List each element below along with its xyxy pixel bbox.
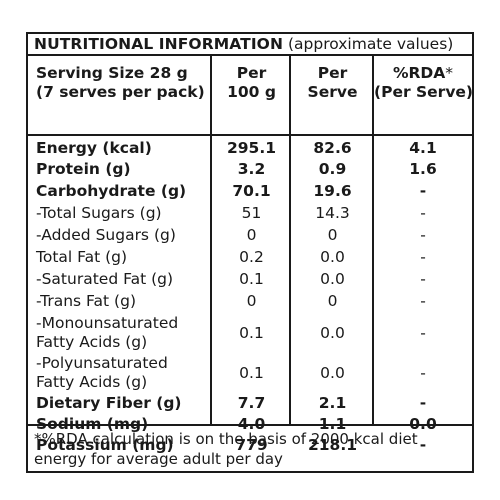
nutrient-label: Potassium (mg)	[36, 436, 174, 454]
per-serve-value: 0	[327, 292, 338, 310]
nutrient-label: Protein (g)	[36, 160, 131, 178]
per-100g-value: 70.1	[232, 182, 271, 200]
nutrient-row: Energy (kcal) 295.1 82.6 4.1	[28, 139, 472, 160]
rda-value: -	[420, 324, 426, 342]
panel-title-sub: (approximate values)	[283, 35, 454, 53]
rda-value: -	[420, 364, 426, 382]
header-per-serve: Per Serve	[291, 56, 374, 136]
per-100g-value: 0.1	[239, 324, 264, 342]
rda-value: -	[419, 182, 427, 200]
rda-value: -	[420, 226, 426, 244]
per-100g-value: 0.1	[239, 364, 264, 382]
per-serve-value: 0.0	[320, 270, 345, 288]
nutrient-row: -Saturated Fat (g) 0.1 0.0 -	[28, 270, 472, 291]
header-serving-size: Serving Size 28 g (7 serves per pack)	[28, 56, 212, 136]
nutrient-table-body: Energy (kcal) 295.1 82.6 4.1 Protein (g) 3.2 0…	[28, 136, 472, 454]
nutrient-label: -Trans Fat (g)	[36, 292, 136, 310]
rda-value: 4.1	[409, 139, 437, 157]
nutrient-label: Total Fat (g)	[36, 248, 128, 266]
nutrient-row: -Added Sugars (g) 0 0 -	[28, 226, 472, 247]
panel-title: NUTRITIONAL INFORMATION (approximate val…	[28, 34, 472, 56]
nutrient-label: -Monounsaturated Fatty Acids (g)	[36, 314, 179, 351]
per-100g-value: 3.2	[237, 160, 266, 178]
nutrient-row: Potassium (mg) 779 218.1 -	[28, 436, 472, 457]
header-per-100g-line1: Per	[236, 64, 267, 82]
footnote: *%RDA calculation is on the basis of 200…	[28, 424, 472, 471]
rda-value: 1.6	[409, 160, 437, 178]
header-per-100g: Per 100 g	[212, 56, 291, 136]
per-serve-value: 14.3	[315, 204, 350, 222]
nutrient-row: Total Fat (g) 0.2 0.0 -	[28, 248, 472, 269]
rda-value: -	[419, 436, 427, 454]
per-100g-value: 0.1	[239, 270, 264, 288]
column-divider-2	[289, 56, 291, 424]
nutrient-label: Carbohydrate (g)	[36, 182, 187, 200]
per-100g-value: 779	[235, 436, 268, 454]
header-rda-asterisk: *	[445, 64, 454, 82]
nutrient-label: -Saturated Fat (g)	[36, 270, 174, 288]
column-divider-3	[372, 56, 374, 424]
header-rda-line1: %RDA*	[374, 64, 472, 83]
rda-value: -	[420, 270, 426, 288]
panel-title-main: NUTRITIONAL INFORMATION	[34, 35, 284, 53]
column-divider-1	[210, 56, 212, 424]
per-serve-value: 0	[327, 226, 338, 244]
nutrient-row: -Polyunsaturated Fatty Acids (g) 0.1 0.0 -	[28, 354, 472, 394]
nutrient-label: -Total Sugars (g)	[36, 204, 162, 222]
per-100g-value: 51	[241, 204, 262, 222]
rda-value: -	[420, 204, 426, 222]
serves-per-pack-label: (7 serves per pack)	[36, 83, 205, 101]
nutrient-row: -Monounsaturated Fatty Acids (g) 0.1 0.0 -	[28, 314, 472, 354]
header-rda-line2: (Per Serve)	[374, 83, 474, 101]
per-serve-value: 0.0	[320, 324, 345, 342]
nutrient-row: Dietary Fiber (g) 7.7 2.1 -	[28, 394, 472, 415]
per-serve-value: 82.6	[313, 139, 352, 157]
per-100g-value: 7.7	[237, 394, 266, 412]
per-serve-value: 218.1	[307, 436, 358, 454]
nutrient-row: -Trans Fat (g) 0 0 -	[28, 292, 472, 313]
per-100g-value: 0	[246, 226, 257, 244]
nutrient-row: Carbohydrate (g) 70.1 19.6 -	[28, 182, 472, 203]
nutrition-panel: NUTRITIONAL INFORMATION (approximate val…	[26, 32, 474, 473]
header-per-serve-line1: Per	[317, 64, 348, 82]
nutrient-row: -Total Sugars (g) 51 14.3 -	[28, 204, 472, 225]
nutrient-label: Energy (kcal)	[36, 139, 152, 157]
rda-value: -	[420, 292, 426, 310]
header-per-100g-line2: 100 g	[227, 83, 276, 101]
per-100g-value: 0.2	[239, 248, 264, 266]
nutrient-label: Dietary Fiber (g)	[36, 394, 182, 412]
nutrient-label: -Added Sugars (g)	[36, 226, 176, 244]
per-serve-value: 19.6	[313, 182, 352, 200]
per-serve-value: 0.0	[320, 364, 345, 382]
per-serve-value: 2.1	[318, 394, 347, 412]
per-100g-value: 295.1	[226, 139, 277, 157]
rda-value: -	[419, 394, 427, 412]
rda-value: -	[420, 248, 426, 266]
nutrient-label: -Polyunsaturated Fatty Acids (g)	[36, 354, 168, 391]
nutrient-row: Protein (g) 3.2 0.9 1.6	[28, 160, 472, 181]
serving-size-label: Serving Size 28 g	[36, 64, 188, 82]
header-rda-label: %RDA	[392, 64, 446, 82]
header-rda: %RDA* (Per Serve)	[374, 56, 474, 136]
header-per-serve-line2: Serve	[307, 83, 358, 101]
per-serve-value: 0.0	[320, 248, 345, 266]
per-serve-value: 0.9	[318, 160, 347, 178]
per-100g-value: 0	[246, 292, 257, 310]
